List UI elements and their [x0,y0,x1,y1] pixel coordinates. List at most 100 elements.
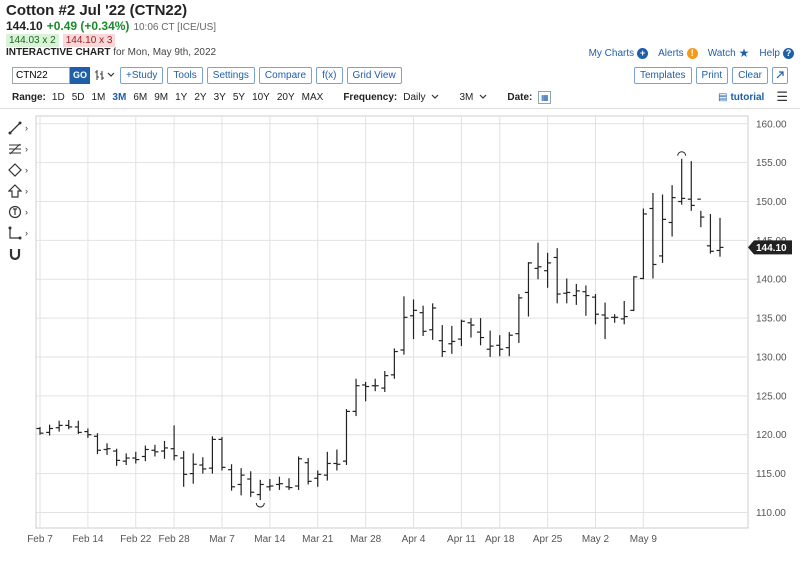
ohlc-bar[interactable] [687,161,695,211]
ohlc-bar[interactable] [333,449,341,471]
watch-link[interactable]: Watch ★ [708,46,750,60]
range-option-5y[interactable]: 5Y [232,91,246,103]
ohlc-bar[interactable] [74,420,82,434]
measure-tool[interactable]: › [8,225,34,240]
ohlc-bar[interactable] [630,276,638,312]
ohlc-bar[interactable] [189,453,197,484]
symbol-input[interactable] [12,66,70,84]
ohlc-bar[interactable] [438,325,446,357]
range-option-1m[interactable]: 1M [91,91,106,103]
fibonacci-tool[interactable]: › [8,141,34,156]
arrow-tool[interactable]: › [8,183,34,198]
ohlc-bar[interactable] [611,314,619,323]
ohlc-bar[interactable] [295,456,303,490]
range-option-3m[interactable]: 3M [112,91,127,103]
calendar-icon[interactable]: ▦ [538,90,552,104]
ohlc-bar[interactable] [342,409,350,466]
ohlc-bar[interactable] [544,252,552,288]
ohlc-bar[interactable] [371,378,379,392]
ohlc-bar[interactable] [400,296,408,355]
ohlc-bar[interactable] [524,262,532,317]
menu-icon[interactable]: ☰ [776,89,788,104]
ohlc-bar[interactable] [218,437,226,471]
ohlc-bar[interactable] [93,433,101,455]
range-option-5d[interactable]: 5D [71,91,85,103]
ohlc-bar[interactable] [381,370,389,392]
ohlc-bar[interactable] [534,242,542,280]
ohlc-bar[interactable] [285,478,293,490]
period-select[interactable]: 3M [459,92,487,103]
ohlc-bar[interactable] [103,443,111,455]
ohlc-bar[interactable] [55,420,63,432]
expand-button[interactable] [772,66,788,84]
trendline-tool[interactable]: › [8,120,34,135]
ohlc-bar[interactable] [390,348,398,379]
ohlc-bar[interactable] [314,470,322,487]
clear-button[interactable]: Clear [732,66,768,84]
ohlc-bar[interactable] [582,285,590,316]
range-option-6m[interactable]: 6M [133,91,148,103]
ohlc-bar[interactable] [65,419,73,430]
my-charts-link[interactable]: My Charts + [589,47,649,59]
shapes-tool[interactable]: › [8,162,34,177]
tools-button[interactable]: Tools [167,66,203,84]
magnet-tool[interactable] [8,246,34,261]
print-button[interactable]: Print [695,66,729,84]
range-option-10y[interactable]: 10Y [252,91,270,103]
ohlc-bar[interactable] [496,335,504,357]
go-button[interactable]: GO [70,66,90,84]
ohlc-bar[interactable] [477,318,485,346]
ohlc-bar[interactable] [553,248,561,304]
range-option-1d[interactable]: 1D [51,91,65,103]
ohlc-bar[interactable] [237,468,245,496]
ohlc-bar[interactable] [362,381,370,402]
add-study-button[interactable]: +Study [120,66,164,84]
price-chart[interactable]: 110.00 115.00 120.00 125.00 130.00 135.00 140.… [0,110,800,569]
ohlc-bar[interactable] [515,294,523,343]
ohlc-bar[interactable] [180,451,188,487]
ohlc-bar[interactable] [639,208,647,280]
text-tool[interactable]: › [8,204,34,219]
ohlc-bar[interactable] [572,283,580,305]
ohlc-bar[interactable] [122,453,130,466]
ohlc-bar[interactable] [505,332,513,357]
ohlc-bar[interactable] [429,303,437,340]
ohlc-bar[interactable] [706,213,714,254]
ohlc-bar[interactable] [228,464,236,491]
ohlc-bar[interactable] [352,378,360,417]
range-option-20y[interactable]: 20Y [276,91,295,103]
settings-button[interactable]: Settings [206,66,255,84]
ohlc-bar[interactable] [591,294,599,325]
tutorial-link[interactable]: ▤ tutorial [718,92,764,103]
ohlc-bar[interactable] [46,424,54,436]
ohlc-bar[interactable] [36,426,44,435]
compare-button[interactable]: Compare [258,66,313,84]
range-option-2y[interactable]: 2Y [194,91,207,103]
ohlc-bar[interactable] [563,278,571,304]
ohlc-bar[interactable] [419,305,427,336]
ohlc-bar[interactable] [141,445,149,462]
range-option-3y[interactable]: 3Y [213,91,226,103]
help-link[interactable]: Help ? [759,47,794,59]
ohlc-bar[interactable] [256,479,264,501]
templates-button[interactable]: Templates [633,66,692,84]
range-option-max[interactable]: MAX [301,91,324,103]
ohlc-bar[interactable] [620,301,628,325]
ohlc-bar[interactable] [266,479,274,491]
bar-type-select[interactable] [94,69,116,81]
grid-view-button[interactable]: Grid View [346,66,402,84]
ohlc-bar[interactable] [697,198,705,228]
ohlc-bar[interactable] [84,428,92,438]
ohlc-bar[interactable] [668,185,676,237]
ohlc-bar[interactable] [467,318,475,338]
ohlc-bar[interactable] [716,217,724,257]
ohlc-bar[interactable] [678,158,686,205]
ohlc-bar[interactable] [457,319,465,347]
ohlc-bar[interactable] [649,192,657,279]
fx-button[interactable]: f(x) [316,66,343,84]
ohlc-bar[interactable] [113,448,121,466]
ohlc-bar[interactable] [208,436,216,474]
ohlc-bar[interactable] [410,299,418,340]
ohlc-bar[interactable] [323,451,331,481]
range-option-9m[interactable]: 9M [154,91,169,103]
